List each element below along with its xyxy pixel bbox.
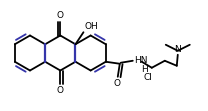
Text: O: O [113, 79, 120, 88]
Text: O: O [57, 11, 64, 20]
Text: OH: OH [84, 22, 98, 31]
Text: N: N [174, 45, 181, 54]
Text: H: H [141, 64, 147, 73]
Text: O: O [57, 86, 64, 95]
Text: HN: HN [134, 56, 147, 65]
Text: Cl: Cl [144, 72, 152, 81]
